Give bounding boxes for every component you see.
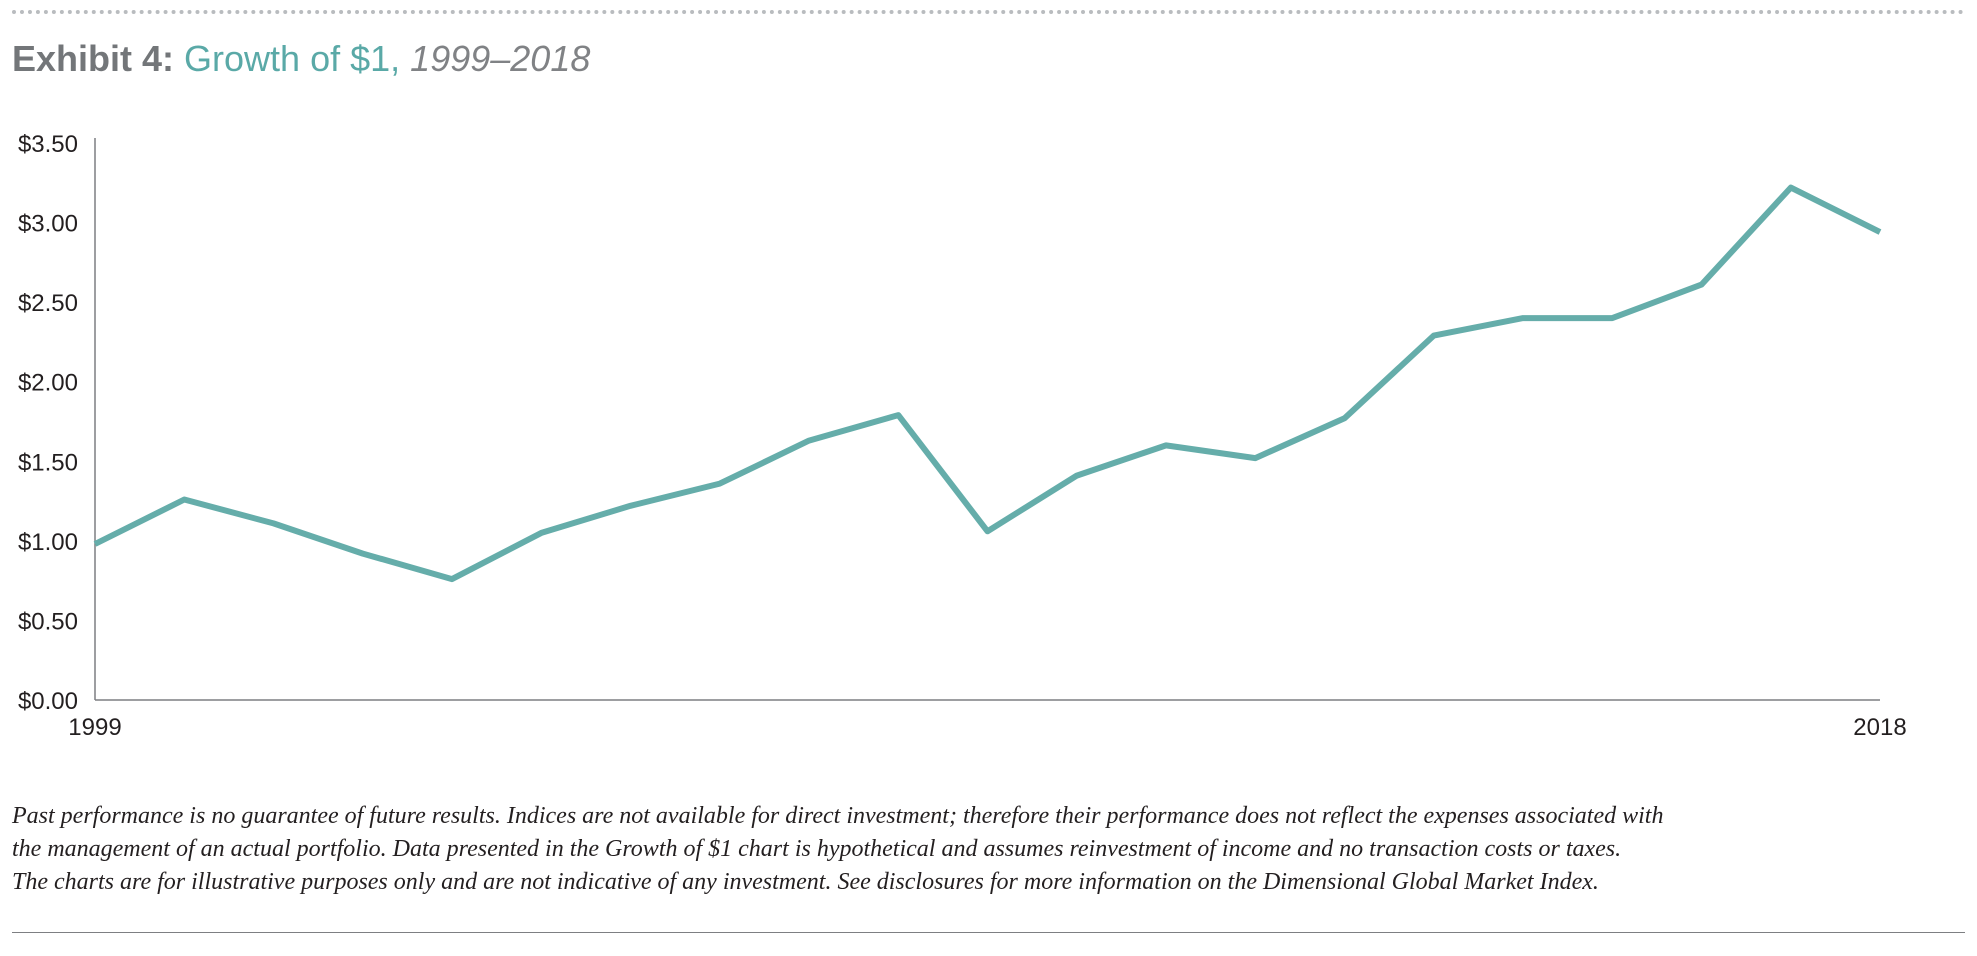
footnote-line-1: Past performance is no guarantee of futu… (12, 803, 1664, 829)
y-tick-label: $0.50 (18, 608, 78, 635)
y-tick-label: $1.00 (18, 529, 78, 556)
footnote-line-3: The charts are for illustrative purposes… (12, 869, 1599, 895)
series-line (93, 184, 1882, 583)
y-tick-label: $2.00 (18, 370, 78, 397)
chart-title: Growth of $1, (184, 38, 401, 79)
y-tick-label: $3.00 (18, 211, 78, 238)
series-group (93, 184, 1882, 583)
y-tick-label: $2.50 (18, 290, 78, 317)
y-tick-label: $3.50 (18, 131, 78, 158)
chart-title-years: 1999–2018 (410, 38, 591, 79)
y-tick-label: $0.00 (18, 688, 78, 715)
x-tick-label: 1999 (68, 714, 121, 741)
exhibit-title: Exhibit 4: Growth of $1, 1999–2018 (12, 36, 590, 82)
x-tick-label: 2018 (1853, 714, 1906, 741)
y-axis-tick-labels: $0.00 $0.50 $1.00 $1.50 $2.00 $2.50 $3.00 $3.50 (18, 131, 78, 715)
x-axis-tick-labels: 1999 2018 (68, 714, 1906, 741)
footnote-line-2: the management of an actual portfolio. D… (12, 836, 1622, 862)
y-tick-label: $1.50 (18, 449, 78, 476)
bottom-rule (12, 932, 1965, 933)
top-dotted-rule (12, 10, 1965, 14)
exhibit-label: Exhibit 4: (12, 38, 175, 79)
disclaimer-footnote: Past performance is no guarantee of futu… (12, 800, 1962, 899)
growth-line-chart: $0.00 $0.50 $1.00 $1.50 $2.00 $2.50 $3.00 $3.50… (18, 131, 1907, 741)
